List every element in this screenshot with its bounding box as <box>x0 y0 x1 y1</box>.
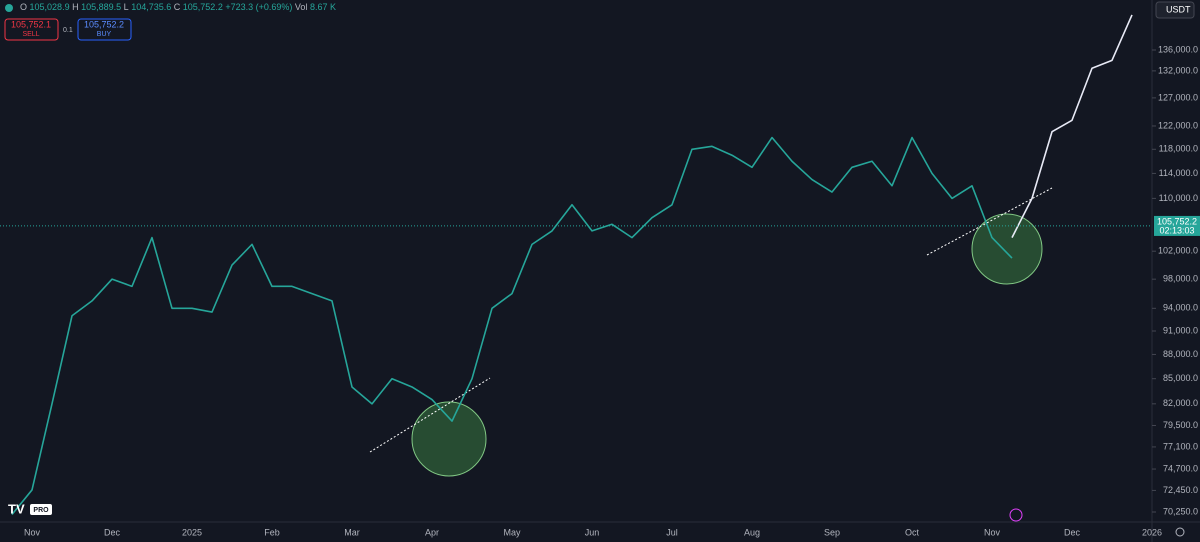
y-tick-label: 114,000.0 <box>1159 168 1198 178</box>
ohlc-key: L <box>124 2 129 12</box>
y-tick-label: 110,000.0 <box>1159 193 1198 203</box>
x-tick-label: Jun <box>585 527 600 537</box>
y-tick-label: 102,000.0 <box>1158 246 1198 256</box>
highlight-circle <box>411 401 487 477</box>
x-tick-label: 2026 <box>1142 527 1162 537</box>
x-tick-label: Mar <box>344 527 360 537</box>
x-tick-label: May <box>503 527 521 537</box>
y-tick-label: 127,000.0 <box>1158 92 1198 102</box>
buy-button[interactable] <box>77 18 132 41</box>
y-tick-label: 88,000.0 <box>1163 349 1198 359</box>
x-tick-label: Jul <box>666 527 678 537</box>
logo-badge <box>30 504 52 515</box>
x-tick-label: Dec <box>104 527 121 537</box>
buy-price: 105,752.2 <box>84 19 124 29</box>
ohlc-value: 105,752.2 <box>183 2 223 12</box>
ohlc: O 105,028.9 H 105,889.5 L 104,735.6 C 10… <box>20 2 339 12</box>
y-tick-label: 77,100.0 <box>1163 441 1198 451</box>
ohlc-value: 105,889.5 <box>81 2 121 12</box>
y-tick-label: 136,000.0 <box>1158 44 1198 54</box>
ohlc-key: H <box>72 2 79 12</box>
x-tick-label: Dec <box>1064 527 1081 537</box>
countdown: 02:13:03 <box>1159 225 1194 235</box>
price-line <box>11 136 1013 515</box>
sell-button[interactable] <box>4 18 59 41</box>
x-tick-label: Sep <box>824 527 840 537</box>
x-tick-label: Feb <box>264 527 280 537</box>
x-tick-label: Nov <box>984 527 1001 537</box>
plot <box>11 14 1133 515</box>
price-line <box>1011 14 1133 238</box>
x-tick-label: 2025 <box>182 527 202 537</box>
x-tick-label: Apr <box>425 527 439 537</box>
flash-icon[interactable] <box>1009 508 1023 522</box>
ohlc-value: 105,028.9 <box>30 2 70 12</box>
y-tick-label: 132,000.0 <box>1158 65 1198 75</box>
change: +723.3 (+0.69%) <box>225 2 292 12</box>
logo-mark: TV <box>8 501 25 516</box>
y-tick-label: 70,250.0 <box>1163 506 1198 516</box>
highlight-circle <box>971 213 1043 285</box>
trend-line <box>369 377 491 453</box>
logo: PRO <box>33 507 49 514</box>
y-tick-label: 98,000.0 <box>1163 274 1198 284</box>
y-tick-label: 94,000.0 <box>1163 303 1198 313</box>
quantity: 0.1 <box>63 27 73 34</box>
y-tick-label: 85,000.0 <box>1163 373 1198 383</box>
y-tick-label: 122,000.0 <box>1158 120 1198 130</box>
ohlc-key: O <box>20 2 27 12</box>
y-tick-label: 72,450.0 <box>1163 485 1198 495</box>
last-price-tag <box>1154 215 1200 236</box>
ohlc-key: C <box>174 2 181 12</box>
volume: 8.67 K <box>310 2 336 12</box>
volume-key: Vol <box>295 2 308 12</box>
buy-label: BUY <box>97 31 112 38</box>
x-tick-label: Nov <box>24 527 41 537</box>
currency: USDT <box>1166 4 1191 14</box>
currency-button[interactable] <box>1155 1 1195 19</box>
y-tick-label: 79,500.0 <box>1163 420 1198 430</box>
y-tick-label: 91,000.0 <box>1163 325 1198 335</box>
status-dot <box>5 4 13 12</box>
settings-icon[interactable] <box>1175 527 1185 537</box>
y-tick-label: 118,000.0 <box>1159 144 1198 154</box>
ohlc-value: 104,735.6 <box>131 2 171 12</box>
y-tick-label: 82,000.0 <box>1163 398 1198 408</box>
sell-price: 105,752.1 <box>11 19 51 29</box>
sell-label: SELL <box>22 31 39 38</box>
y-tick-label: 74,700.0 <box>1163 463 1198 473</box>
last-price: 105,752.2 <box>1157 216 1197 226</box>
x-tick-label: Aug <box>744 527 760 537</box>
x-tick-label: Oct <box>905 527 920 537</box>
